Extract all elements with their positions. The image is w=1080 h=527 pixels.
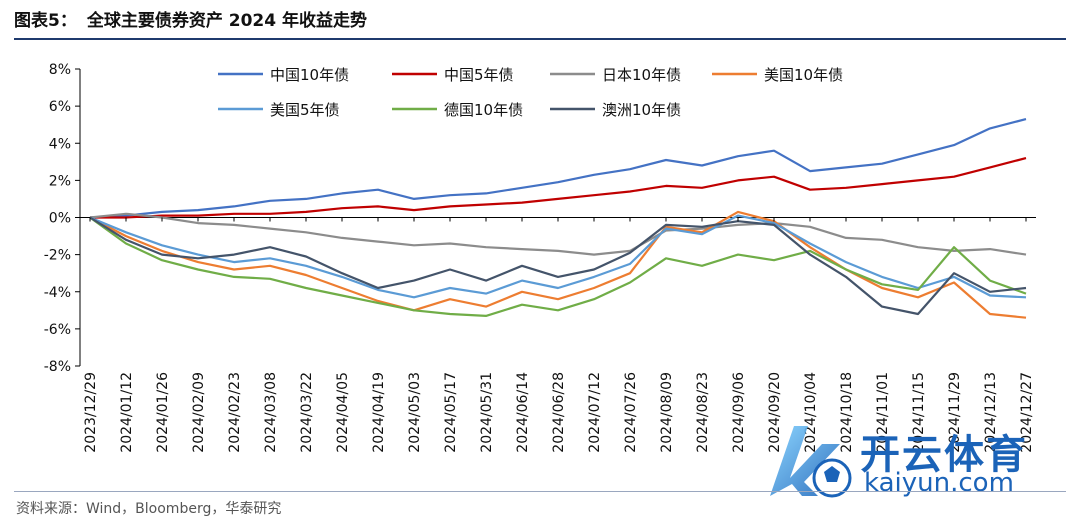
- y-tick-label: 0%: [49, 211, 71, 227]
- series-line-jp10: [89, 212, 1027, 256]
- source-note: 资料来源：Wind，Bloomberg，华泰研究: [16, 501, 282, 517]
- watermark-logo-icon: [770, 426, 852, 498]
- x-tick-label: 2024/11/29: [947, 372, 963, 453]
- x-tick-label: 2024/08/09: [659, 372, 675, 453]
- x-tick-label: 2024/12/13: [983, 372, 999, 453]
- legend-label-au10: 澳洲10年债: [602, 101, 681, 119]
- legend-label-jp10: 日本10年债: [602, 66, 681, 84]
- y-tick-label: 8%: [49, 62, 71, 78]
- x-tick-label: 2024/08/23: [695, 372, 711, 453]
- x-tick-label: 2024/10/04: [803, 372, 819, 453]
- watermark-brand-en: kaiyun.com: [864, 468, 1014, 498]
- x-tick-label: 2024/07/26: [623, 372, 639, 453]
- x-tick-label: 2024/04/19: [371, 372, 387, 453]
- y-tick-label: 4%: [49, 136, 71, 152]
- y-tick-label: -8%: [44, 359, 71, 375]
- legend-label-cn10: 中国10年债: [270, 66, 349, 84]
- series-line-cn10: [89, 118, 1027, 219]
- x-tick-label: 2024/05/03: [407, 372, 423, 453]
- x-tick-label: 2024/09/20: [767, 372, 783, 453]
- x-tick-label: 2024/06/28: [551, 372, 567, 453]
- figure-number: 图表5：: [14, 11, 77, 31]
- series-line-de10: [89, 216, 1027, 317]
- x-tick-label: 2023/12/29: [83, 372, 99, 453]
- series-line-au10: [89, 216, 1027, 316]
- x-tick-label: 2024/12/27: [1019, 372, 1035, 453]
- y-tick-label: -4%: [44, 285, 71, 301]
- x-tick-label: 2024/02/09: [191, 372, 207, 453]
- y-tick-label: 6%: [49, 99, 71, 115]
- series-line-us5: [89, 214, 1027, 299]
- x-tick-label: 2024/03/08: [263, 372, 279, 453]
- series-lines: [89, 118, 1027, 319]
- legend-label-us5: 美国5年债: [270, 101, 340, 119]
- figure-title: 图表5： 全球主要债券资产 2024 年收益走势: [14, 6, 1066, 36]
- footer-divider: [14, 491, 1066, 492]
- x-tick-label: 2024/10/18: [839, 372, 855, 453]
- y-axis-ticks: 8% 6% 4% 2% 0% -2% -4% -6% -8%: [44, 62, 80, 375]
- legend-label-cn5: 中国5年债: [444, 66, 514, 84]
- x-tick-label: 2024/06/14: [515, 372, 531, 453]
- figure-title-text: 全球主要债券资产 2024 年收益走势: [86, 11, 367, 31]
- legend-label-de10: 德国10年债: [444, 101, 523, 119]
- x-tick-label: 2024/11/01: [875, 372, 891, 453]
- series-line-us10: [89, 210, 1027, 319]
- y-tick-label: -2%: [44, 248, 71, 264]
- series-line-cn5: [90, 157, 1027, 219]
- y-tick-label: 2%: [49, 173, 71, 189]
- x-tick-label: 2024/03/22: [299, 372, 315, 453]
- x-tick-label: 2024/09/06: [731, 372, 747, 453]
- legend-label-us10: 美国10年债: [764, 66, 843, 84]
- x-tick-label: 2024/05/31: [479, 372, 495, 453]
- y-tick-label: -6%: [44, 322, 71, 338]
- x-tick-label: 2024/04/05: [335, 372, 351, 453]
- x-axis-ticks: 2023/12/29 2024/01/12 2024/01/26 2024/02/09…: [83, 217, 1035, 453]
- x-tick-label: 2024/01/12: [119, 372, 135, 453]
- watermark: 开云体育 kaiyun.com: [760, 418, 1060, 502]
- x-tick-label: 2024/05/17: [443, 372, 459, 453]
- x-tick-label: 2024/07/12: [587, 372, 603, 453]
- x-tick-label: 2024/11/15: [911, 372, 927, 453]
- x-tick-label: 2024/02/23: [227, 372, 243, 453]
- watermark-brand-cn: 开云体育: [860, 432, 1028, 478]
- x-tick-label: 2024/01/26: [155, 372, 171, 453]
- title-divider: [14, 38, 1066, 40]
